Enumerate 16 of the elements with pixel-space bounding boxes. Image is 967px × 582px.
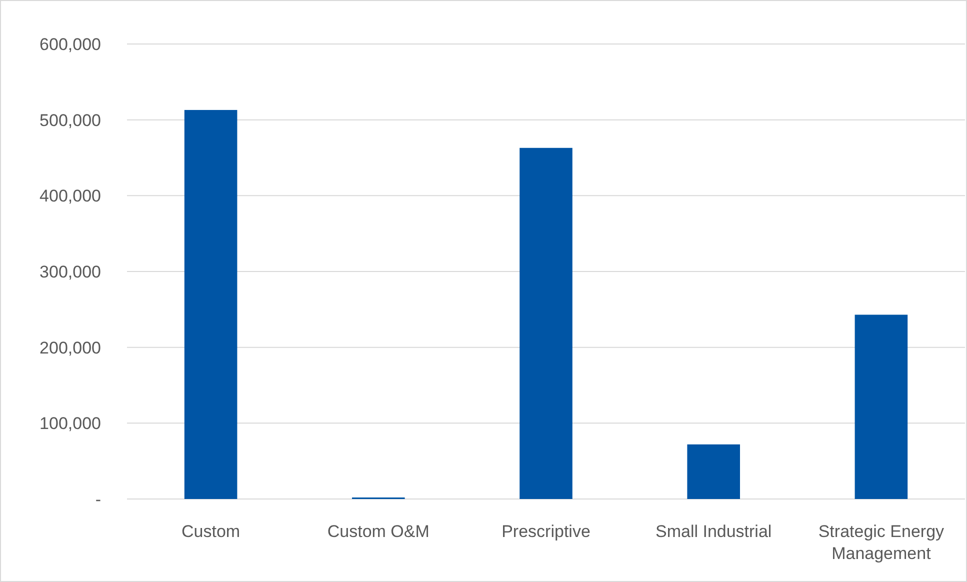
x-tick-label: Small Industrial <box>655 522 772 541</box>
x-tick-label: Strategic Energy Management <box>818 522 945 563</box>
bar <box>184 110 238 499</box>
bar <box>854 314 908 499</box>
x-tick-label: Custom <box>182 522 240 541</box>
y-tick-label: 400,000 <box>40 186 101 206</box>
y-tick-label: 300,000 <box>40 262 101 282</box>
bar <box>687 444 740 499</box>
y-tick-label: 600,000 <box>40 34 101 54</box>
y-tick-label: 100,000 <box>40 414 101 434</box>
bar <box>520 148 572 499</box>
y-tick-label: - <box>95 490 101 509</box>
y-tick-label: 200,000 <box>40 338 101 358</box>
x-tick-label: Custom O&M <box>327 522 430 541</box>
x-tick-label: Prescriptive <box>502 522 590 541</box>
y-tick-label: 500,000 <box>40 110 101 130</box>
